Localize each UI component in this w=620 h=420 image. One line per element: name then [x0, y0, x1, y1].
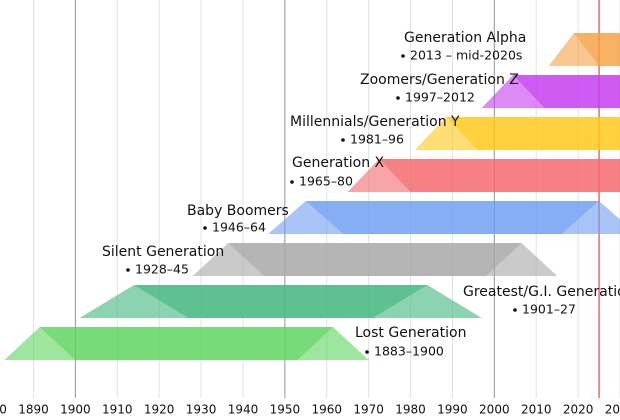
x-tick-label: 2010 [521, 403, 552, 417]
generation-years: 1928–45 [135, 262, 189, 277]
generation-years: 2013 – mid-2020s [410, 48, 522, 63]
generation-name: Baby Boomers [187, 203, 289, 219]
grid [33, 0, 620, 398]
generation-years: 1981–96 [350, 132, 404, 147]
bullet [341, 138, 345, 142]
generation-name: Generation X [292, 155, 385, 171]
x-tick-label: 1940 [228, 403, 259, 417]
x-tick-label: 1900 [60, 403, 91, 417]
bullet [401, 54, 405, 58]
labels: 1880 1890 1900 1910 1920 1930 1940 1950 1960 1970… [0, 30, 620, 417]
bullet [290, 180, 294, 184]
x-tick-label: 1930 [186, 403, 217, 417]
x-tick-label: 1950 [270, 403, 301, 417]
x-tick-label: 1880 [0, 403, 7, 417]
generation-band [379, 159, 620, 192]
shapes [4, 33, 620, 360]
generation-name: Millennials/Generation Y [290, 114, 460, 130]
x-tick-label: 1980 [395, 403, 426, 417]
generation-band [573, 33, 620, 66]
generation-name: Silent Generation [102, 244, 224, 260]
x-tick-label: 2020 [563, 403, 594, 417]
generation-years: 1965–80 [299, 174, 353, 189]
generation-years: 1946–64 [212, 220, 266, 235]
x-tick-label: 1910 [102, 403, 133, 417]
generation-band [228, 243, 558, 276]
generation-name: Lost Generation [355, 325, 466, 341]
generation-name: Greatest/G.I. Generation [463, 284, 620, 300]
bullet [203, 226, 207, 230]
x-tick-label: 2030 [605, 403, 620, 417]
generation-name: Generation Alpha [404, 30, 526, 46]
x-tick-label: 2000 [479, 403, 510, 417]
bullet [126, 268, 130, 272]
generation-years: 1883–1900 [374, 344, 444, 359]
generation-band [39, 327, 369, 360]
generation-band [134, 285, 482, 318]
generation-years: 1997–2012 [405, 90, 475, 105]
generation-band [513, 75, 620, 108]
generation-name: Zoomers/Generation Z [360, 72, 519, 88]
generation-band [446, 117, 620, 150]
x-tick-label: 1960 [311, 403, 342, 417]
x-tick-label: 1920 [144, 403, 175, 417]
bullet [365, 350, 369, 354]
bullet [396, 96, 400, 100]
generation-band [305, 201, 620, 234]
x-tick-label: 1990 [437, 403, 468, 417]
x-tick-label: 1890 [18, 403, 49, 417]
x-tick-label: 1970 [353, 403, 384, 417]
generation-years: 1901–27 [522, 302, 576, 317]
bullet [513, 308, 517, 312]
